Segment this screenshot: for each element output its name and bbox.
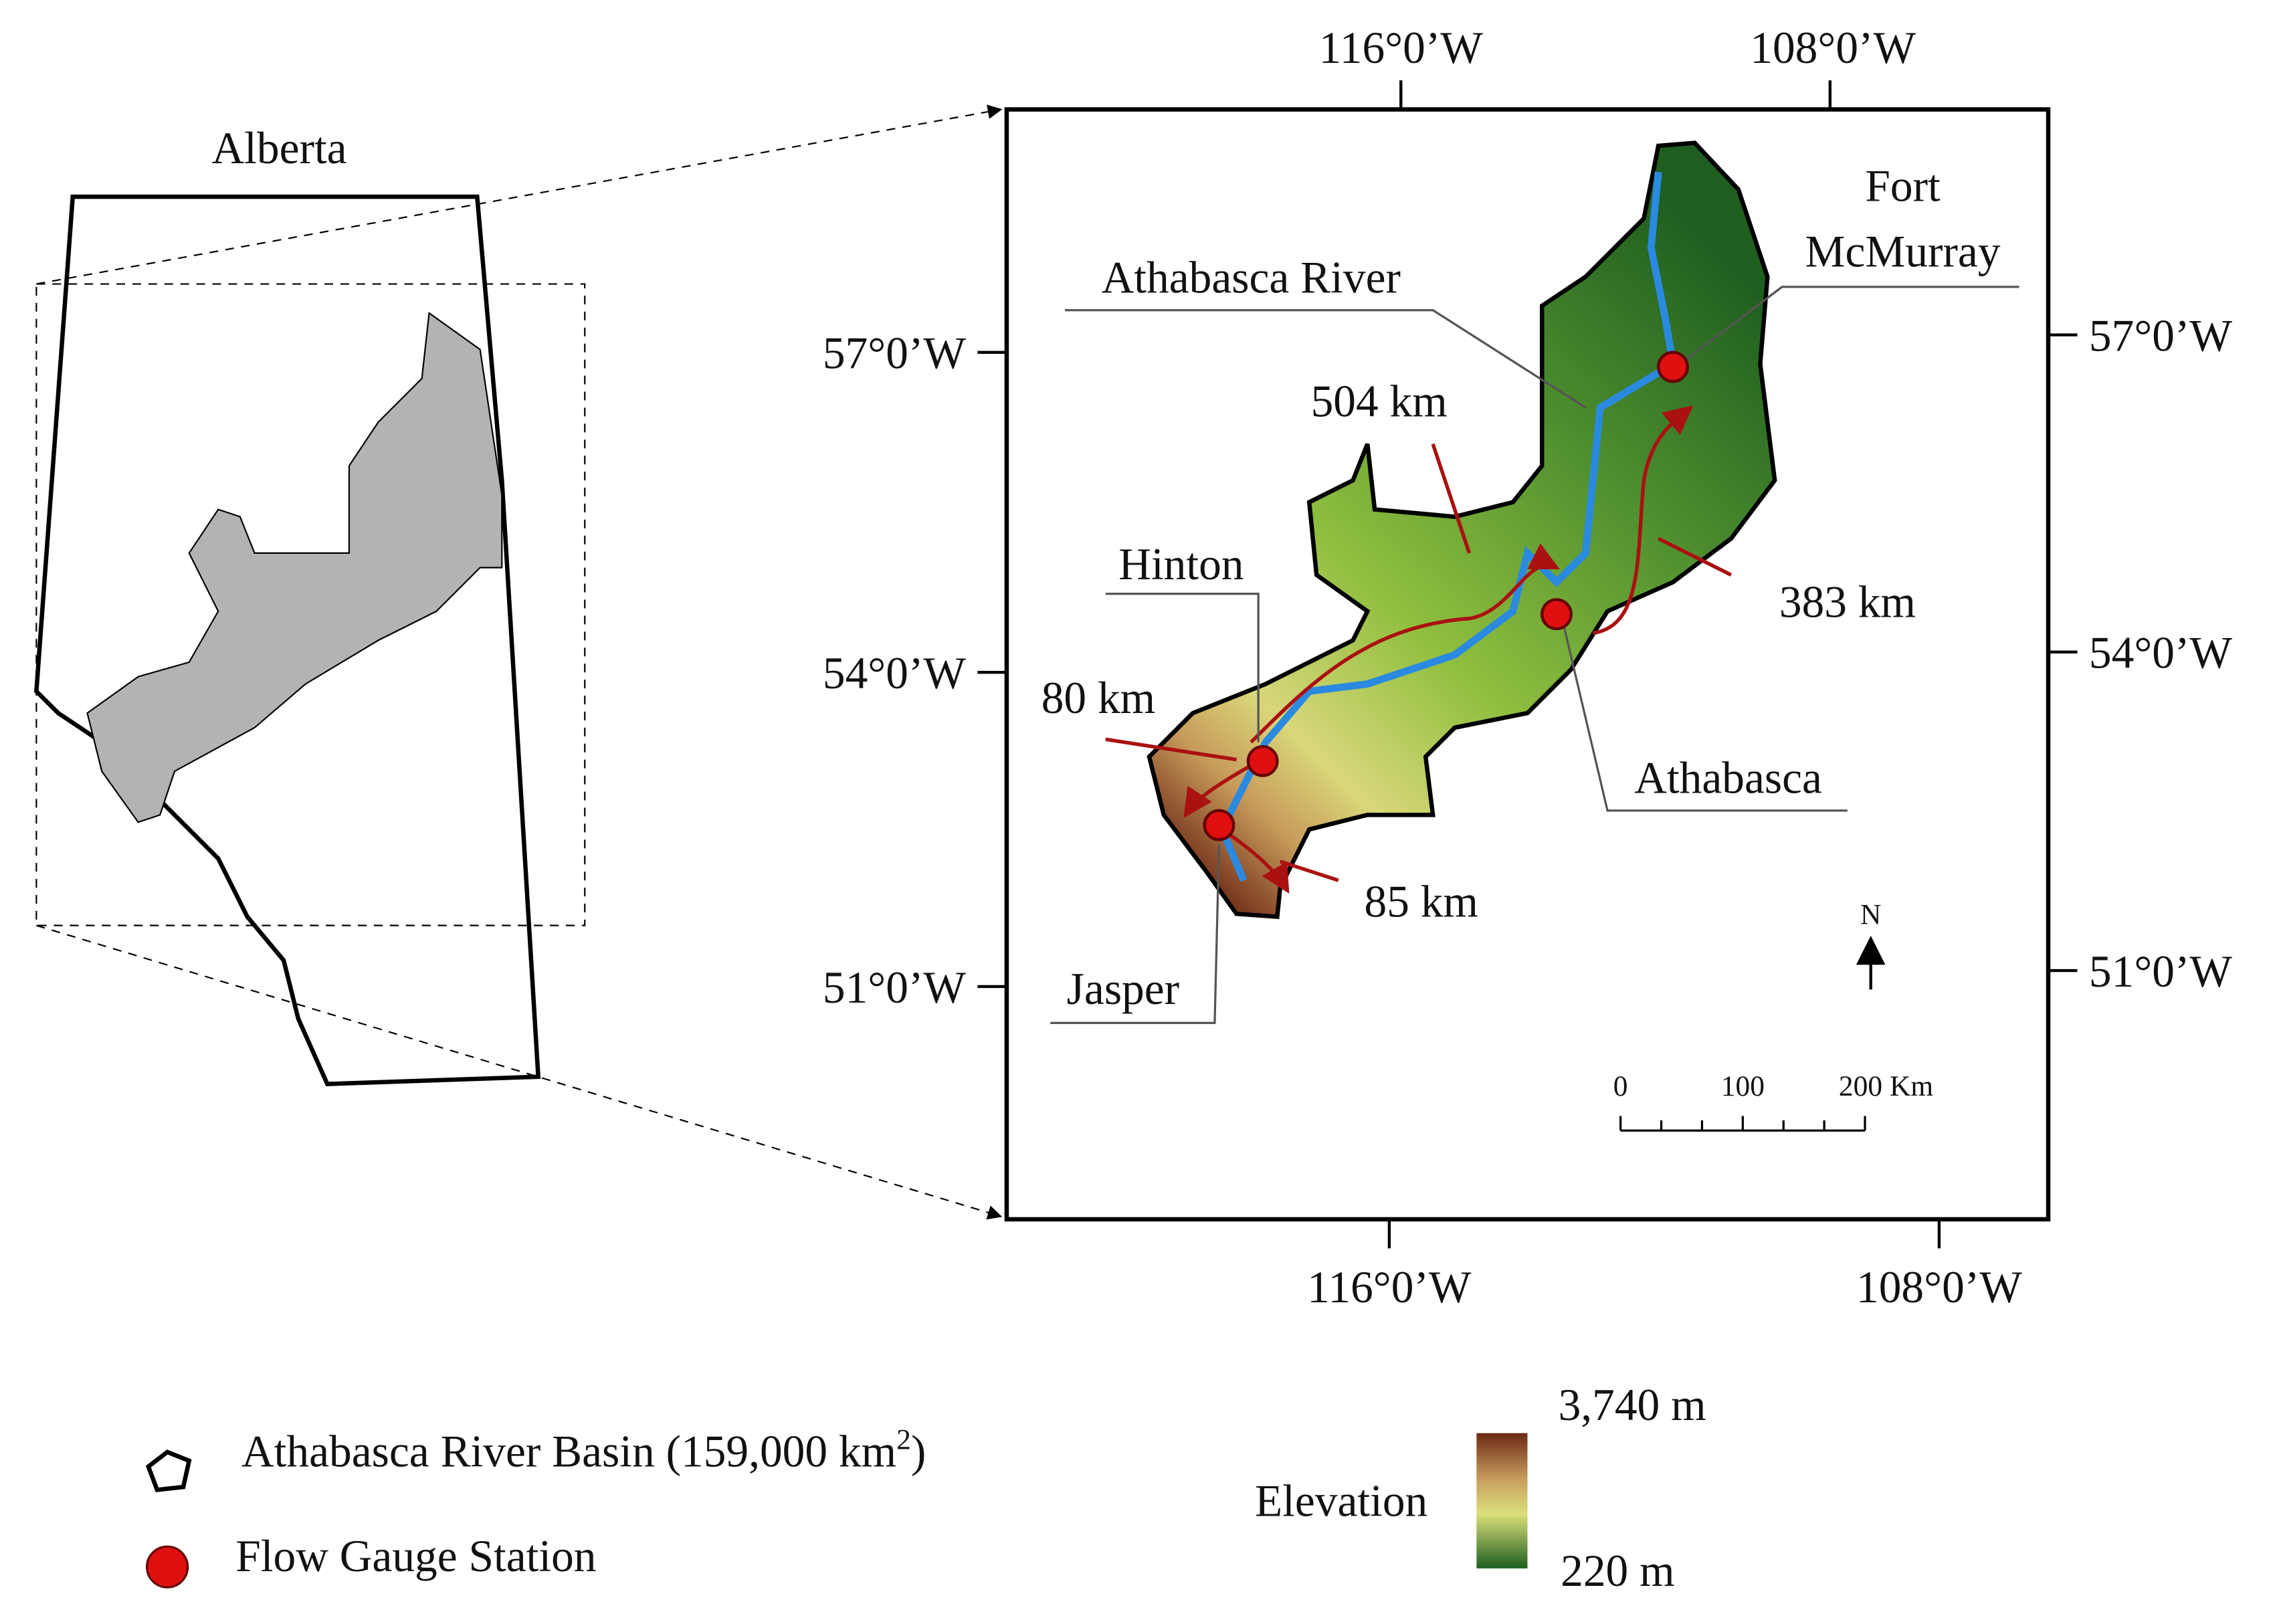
right-tick-label: 51°0’W <box>2089 946 2233 997</box>
top-tick-label: 108°0’W <box>1750 23 1916 73</box>
left-tick-label: 51°0’W <box>823 962 967 1013</box>
river-label: Athabasca River <box>1102 253 1401 303</box>
north-label: N <box>1860 898 1881 930</box>
distance-label: 80 km <box>1042 673 1155 723</box>
zoom-line <box>36 924 1003 1220</box>
distance-label: 85 km <box>1365 877 1478 927</box>
scale-label: 0 <box>1613 1070 1628 1102</box>
place-label: McMurray <box>1805 226 2001 276</box>
elevation-title: Elevation <box>1255 1476 1427 1526</box>
leader-lines <box>1050 286 2019 1024</box>
ticks <box>977 80 2078 1249</box>
legend-text: ) <box>911 1427 926 1477</box>
elevation-ramp <box>1476 1433 1528 1568</box>
place-label: Hinton <box>1118 539 1244 589</box>
distance-label: 504 km <box>1311 376 1448 426</box>
legend-text: Athabasca River Basin (159,000 km <box>241 1427 896 1477</box>
basin-inset <box>86 312 503 823</box>
scale-label: 200 Km <box>1839 1070 1934 1102</box>
elevation-min: 220 m <box>1561 1546 1674 1596</box>
elevation-max: 3,740 m <box>1559 1380 1706 1430</box>
zoom-line <box>36 104 1003 285</box>
right-tick-label: 57°0’W <box>2089 311 2233 361</box>
alberta-outline <box>34 194 541 1087</box>
basin-icon <box>145 1449 192 1492</box>
legend-gauge: Flow Gauge Station <box>235 1531 596 1581</box>
bottom-tick-label: 108°0’W <box>1856 1262 2022 1312</box>
distance-label: 383 km <box>1779 577 1916 627</box>
inset-title: Alberta <box>211 123 346 173</box>
left-tick-label: 57°0’W <box>823 328 967 379</box>
gauges <box>1203 350 1689 841</box>
place-label: Fort <box>1865 161 1941 211</box>
left-tick-label: 54°0’W <box>823 648 967 698</box>
bottom-tick-label: 116°0’W <box>1307 1262 1472 1312</box>
place-label: Athabasca <box>1634 753 1822 803</box>
legend-basin: Athabasca River Basin (159,000 km2) <box>241 1424 926 1477</box>
top-tick-label: 116°0’W <box>1319 23 1484 73</box>
scale-bar <box>1619 1116 1866 1132</box>
scale-label: 100 <box>1721 1070 1765 1102</box>
right-tick-label: 54°0’W <box>2089 628 2233 678</box>
place-label: Jasper <box>1067 964 1179 1014</box>
gauge-icon <box>146 1545 189 1589</box>
extent-box <box>35 283 586 926</box>
legend-sup: 2 <box>896 1424 911 1456</box>
